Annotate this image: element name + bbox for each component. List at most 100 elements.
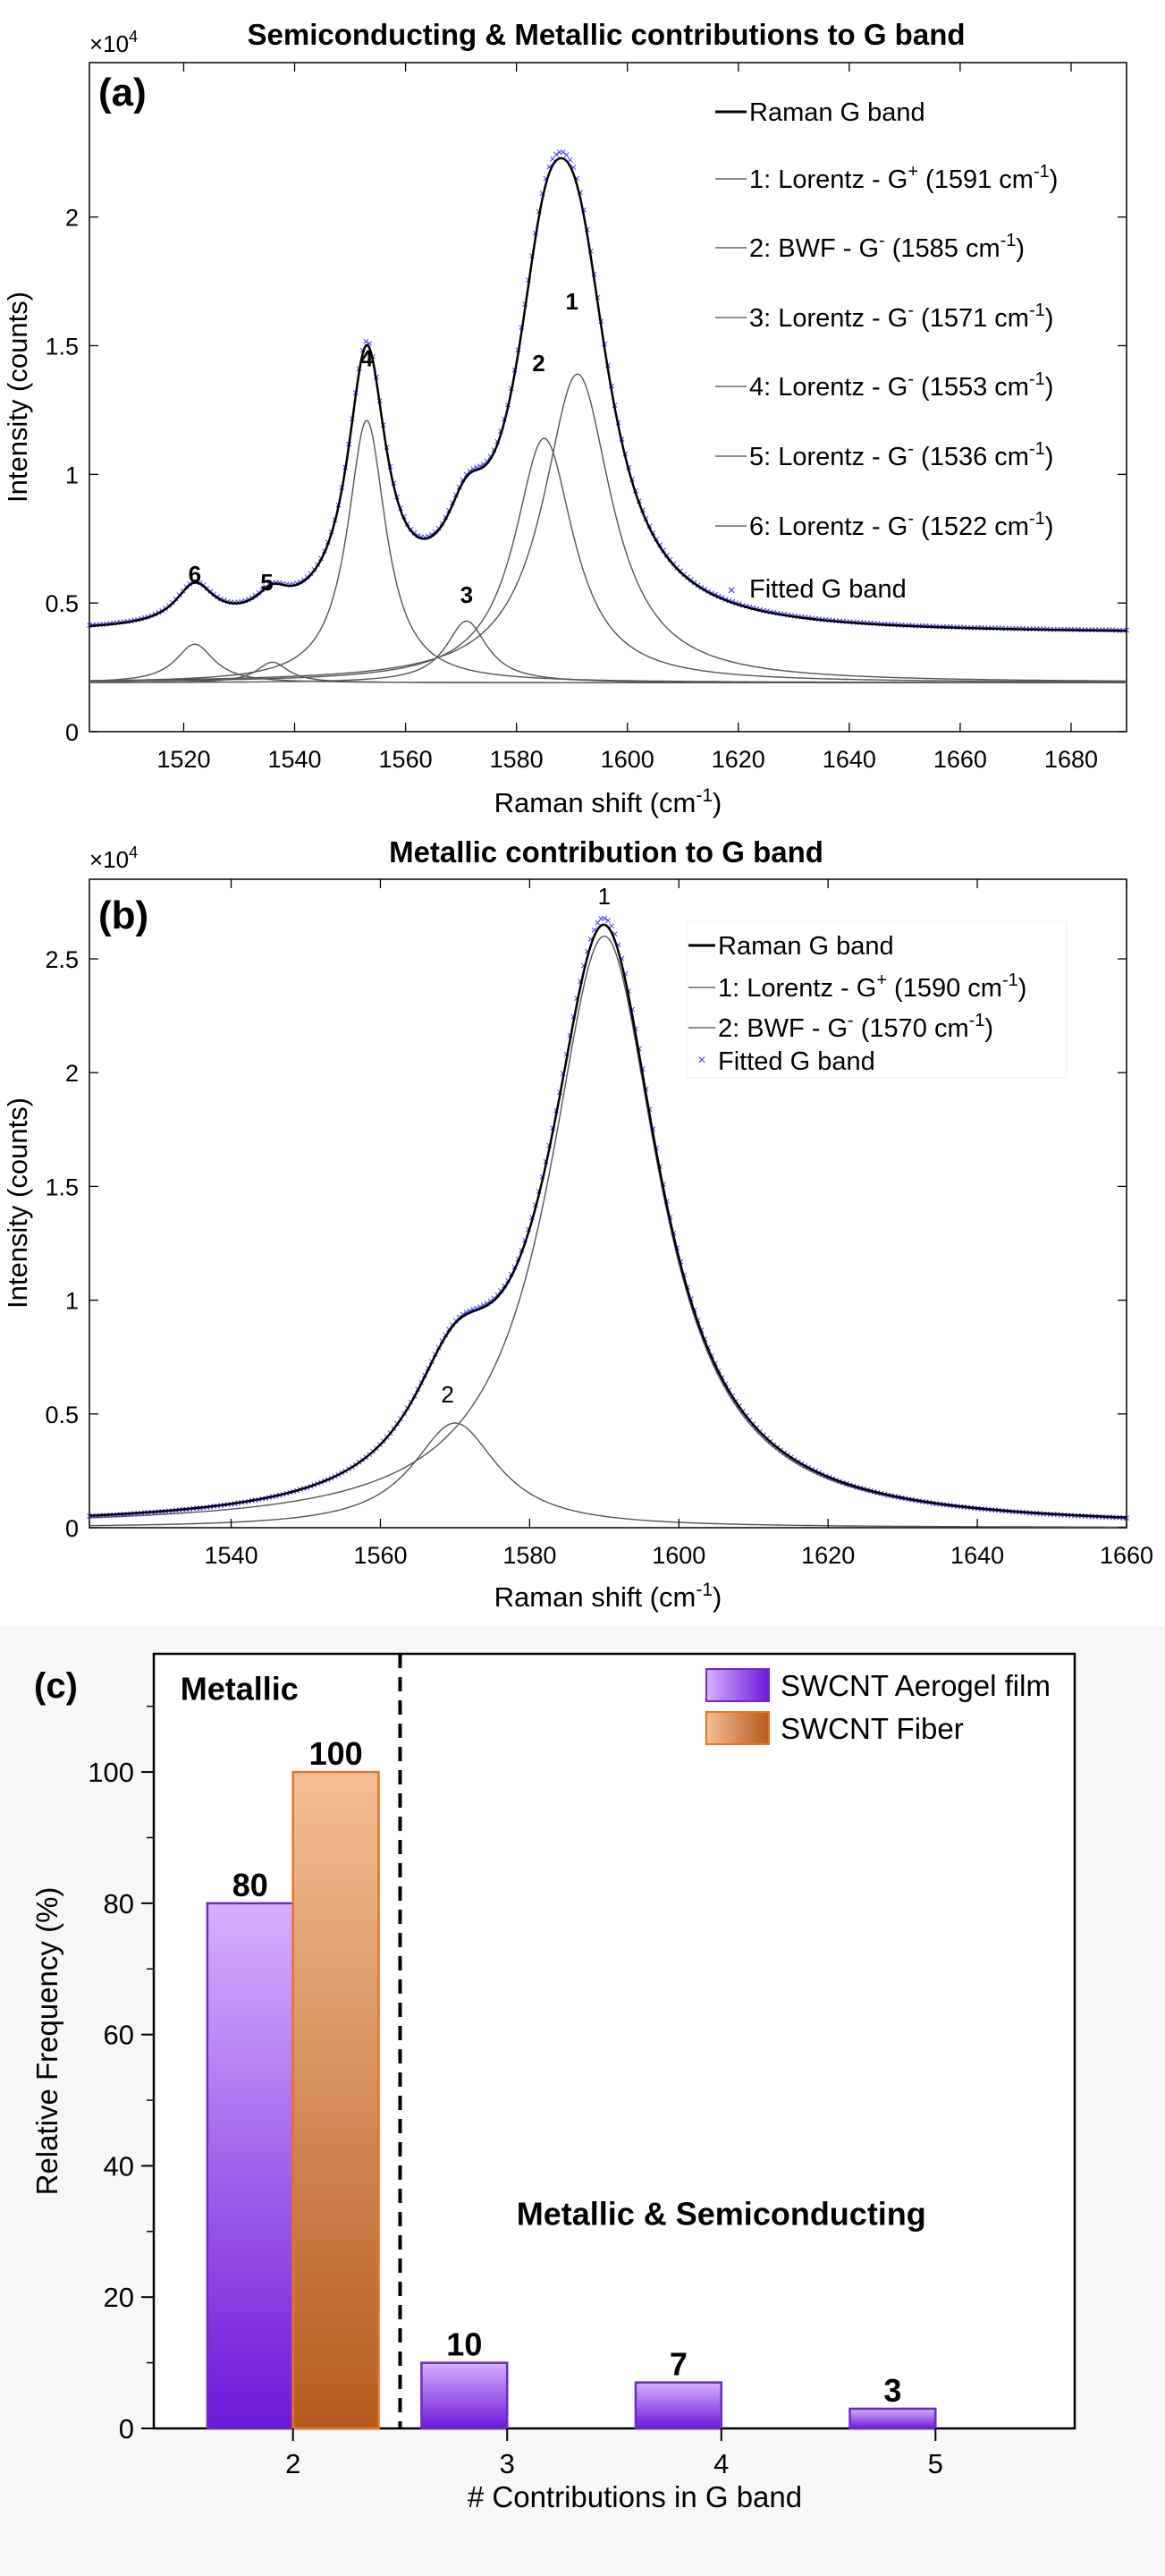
panel-a-peak-label-2: 2	[532, 350, 545, 377]
panel-a-ytick-label-1.5: 1.5	[45, 333, 79, 360]
panel-b-peak-label-1: 1	[598, 883, 611, 910]
panel-a-fit-marker-140: ×	[570, 161, 578, 174]
legend-a-fit-marker: ×	[727, 583, 735, 598]
bar-label-aerogel-5: 3	[883, 2372, 901, 2409]
panel-c-ytick-label-20: 20	[104, 2282, 134, 2313]
panel-c-legend: SWCNT Aerogel film SWCNT Fiber	[705, 1668, 1051, 1745]
bar-label-aerogel-2: 80	[232, 1867, 268, 1903]
panel-a-fit-marker-137: ×	[560, 146, 567, 159]
panel-b-xtick-label-1620: 1620	[801, 1542, 855, 1569]
panel-a-ylabel: Intensity (counts)	[2, 292, 33, 503]
panel-a-xtick-label-1660: 1660	[933, 746, 987, 773]
panel-b-fit-marker-148: ×	[598, 912, 605, 926]
panel-a-fit-marker-114: ×	[480, 457, 487, 470]
panel-b-fit-marker-149: ×	[601, 911, 608, 925]
panel-b-fit-marker-110: ×	[467, 1304, 474, 1318]
panel-a-fit-marker-101: ×	[435, 521, 443, 535]
panel-a-legend: Raman G band 1: Lorentz - G+ (1591 cm-1)…	[715, 98, 1058, 604]
panel-a: Semiconducting & Metallic contributions …	[2, 18, 1130, 818]
panel-b-label: (b)	[98, 894, 148, 937]
panel-b-fit-marker-122: ×	[508, 1267, 515, 1281]
legend-a-comp3: 3: Lorentz - G- (1571 cm-1)	[749, 301, 1053, 333]
panel-a-fit-marker-107: ×	[456, 480, 463, 494]
legend-c-aerogel: SWCNT Aerogel film	[781, 1669, 1051, 1702]
legend-b-comp1: 1: Lorentz - G+ (1590 cm-1)	[718, 970, 1026, 1003]
panel-b-fit-marker-144: ×	[584, 945, 591, 958]
panel-b-fit-marker-120: ×	[501, 1279, 508, 1292]
panel-b-fit-marker-108: ×	[460, 1308, 467, 1321]
panel-a-peak-label-3: 3	[460, 581, 473, 608]
panel-a-fit-marker-117: ×	[491, 443, 498, 456]
panel-a-xtick-label-1520: 1520	[156, 746, 210, 773]
legend-c-fiber-swatch	[705, 1711, 770, 1745]
panel-b-exponent: ×104	[89, 843, 138, 873]
panel-a-label: (a)	[98, 71, 147, 114]
panel-a-ytick-label-0: 0	[65, 719, 79, 746]
panel-c-ytick-label-100: 100	[88, 1757, 134, 1788]
legend-a-comp5: 5: Lorentz - G- (1536 cm-1)	[749, 439, 1053, 471]
panel-b-fit-marker-121: ×	[504, 1274, 511, 1287]
panel-a-fit-marker-58: ×	[287, 578, 294, 591]
panel-a-fit-marker-136: ×	[556, 145, 563, 158]
panel-a-axes-box	[89, 62, 1127, 733]
panel-b-fit-marker-145: ×	[587, 933, 595, 946]
panel-b-fit-marker-156: ×	[625, 984, 632, 997]
panel-a-fit-marker-116: ×	[487, 450, 494, 463]
panel-a-fit-marker-139: ×	[567, 153, 574, 166]
bar-aerogel-4	[634, 2381, 723, 2430]
bar-aerogel-2	[206, 1902, 294, 2430]
panel-b-ytick-label-2: 2	[65, 1060, 79, 1087]
panel-a-fit-marker-60: ×	[293, 577, 300, 590]
panel-b-xtick-label-1640: 1640	[950, 1542, 1004, 1569]
bar-label-aerogel-4: 7	[670, 2346, 688, 2383]
panel-a-fit-marker-53: ×	[269, 576, 276, 589]
panel-b-fit-marker-109: ×	[463, 1306, 470, 1319]
legend-a-fit: Fitted G band	[749, 575, 907, 604]
panel-a-fit-marker-32: ×	[197, 576, 204, 589]
panel-c-xtick-label-5: 5	[928, 2448, 943, 2479]
bar-fiber-2	[291, 1770, 380, 2430]
panel-b-fit-marker-152: ×	[612, 928, 619, 941]
panel-b-fit-marker-117: ×	[491, 1292, 498, 1305]
panel-c-ytick-label-40: 40	[104, 2150, 134, 2182]
panel-b-fit-marker-116: ×	[487, 1294, 494, 1308]
panel-b-fit-marker-118: ×	[494, 1288, 502, 1301]
panel-c-ytick-label-60: 60	[104, 2020, 134, 2051]
panel-a-fit-marker-110: ×	[467, 464, 474, 478]
panel-a-ytick-label-2: 2	[65, 205, 79, 232]
panel-c-xtick-label-3: 3	[500, 2448, 515, 2479]
panel-b-xtick-label-1600: 1600	[652, 1542, 705, 1569]
panel-b-fit-marker-155: ×	[622, 967, 629, 980]
panel-a-fit-marker-54: ×	[273, 576, 280, 589]
legend-c-fiber: SWCNT Fiber	[781, 1712, 964, 1745]
legend-b-comp2: 2: BWF - G- (1570 cm-1)	[718, 1011, 993, 1043]
panel-c-annotation-mixed: Metallic & Semiconducting	[517, 2195, 926, 2232]
panel-b-fit-marker-119: ×	[497, 1284, 504, 1298]
panel-b-fit-marker-154: ×	[619, 952, 626, 965]
panel-b-fit-marker-141: ×	[573, 992, 580, 1005]
panel-a-xtick-label-1580: 1580	[490, 746, 544, 773]
panel-b-peak-label-2: 2	[441, 1381, 453, 1408]
panel-a-fit-marker-95: ×	[415, 529, 422, 542]
panel-a-fit-marker-31: ×	[193, 574, 200, 588]
panel-a-fit-marker-99: ×	[428, 528, 435, 541]
legend-a-comp4: 4: Lorentz - G- (1553 cm-1)	[749, 369, 1053, 402]
panel-b-ylabel: Intensity (counts)	[2, 1097, 33, 1309]
legend-b-fit: Fitted G band	[718, 1047, 875, 1076]
legend-b-raman: Raman G band	[718, 932, 894, 961]
panel-a-fit-marker-132: ×	[543, 172, 550, 185]
panel-a-fit-marker-96: ×	[418, 530, 425, 543]
panel-a-ytick-label-1: 1	[65, 462, 79, 488]
panel-b-fit-marker-104: ×	[445, 1323, 452, 1336]
panel-b-fit-marker-106: ×	[452, 1314, 460, 1327]
panel-a-fit-marker-131: ×	[539, 187, 546, 200]
panel-b: Metallic contribution to G band ×104 ×××…	[2, 835, 1153, 1613]
panel-a-fit-marker-112: ×	[473, 461, 480, 474]
panel-c-ylabel: Relative Frequency (%)	[30, 1887, 63, 2196]
panel-a-fit-marker-113: ×	[477, 460, 484, 473]
panel-b-fit-marker-111: ×	[469, 1302, 477, 1316]
panel-c-xlabel: # Contributions in G band	[468, 2480, 802, 2513]
panel-a-fit-marker-81: ×	[366, 337, 373, 351]
panel-a-fit-marker-134: ×	[549, 152, 556, 165]
panel-a-xtick-label-1680: 1680	[1044, 746, 1098, 773]
